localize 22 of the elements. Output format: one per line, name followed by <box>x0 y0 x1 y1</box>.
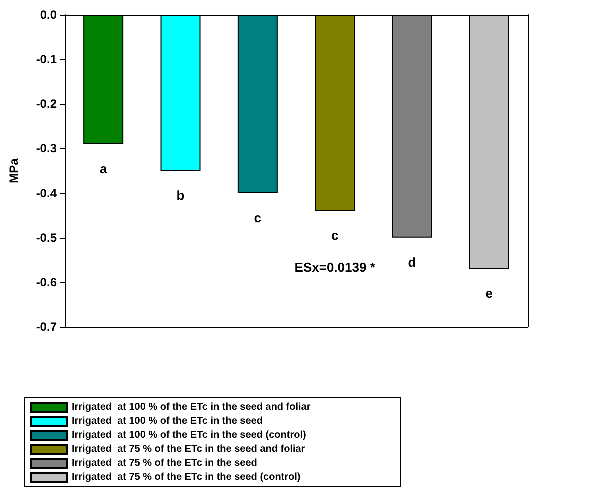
legend-label: Irrigated at 100 % of the ETc in the seed <box>72 416 263 427</box>
y-tick-label: -0.3 <box>36 142 58 156</box>
y-tick-label: -0.5 <box>36 230 58 245</box>
annotation: b <box>176 188 185 203</box>
legend-label: Irrigated at 100 % of the ETc in the seed and foliar <box>72 402 311 413</box>
y-axis-title: MPa <box>7 158 21 184</box>
annotation: a <box>100 161 108 176</box>
y-tick-label: -0.6 <box>36 275 58 290</box>
y-tick-label: -0.2 <box>36 97 58 112</box>
annotation: ESx=0.0139 * <box>294 260 376 276</box>
legend-label: Irrigated at 75 % of the ETc in the seed (control) <box>72 472 301 483</box>
legend-label: Irrigated at 75 % of the ETc in the seed <box>72 458 258 469</box>
annotation: e <box>486 286 494 302</box>
annotation: c <box>331 228 339 244</box>
annotation: d <box>408 254 416 270</box>
y-tick-label: -0.4 <box>36 186 58 200</box>
y-tick-label: 0.0 <box>40 8 58 22</box>
legend-label: Irrigated at 100 % of the ETc in the seed (control) <box>72 430 306 441</box>
legend-label: Irrigated at 75 % of the ETc in the seed and foliar <box>72 444 306 455</box>
y-tick-label: -0.1 <box>36 52 58 67</box>
annotation: c <box>254 210 262 226</box>
y-tick-label: -0.7 <box>36 320 58 334</box>
